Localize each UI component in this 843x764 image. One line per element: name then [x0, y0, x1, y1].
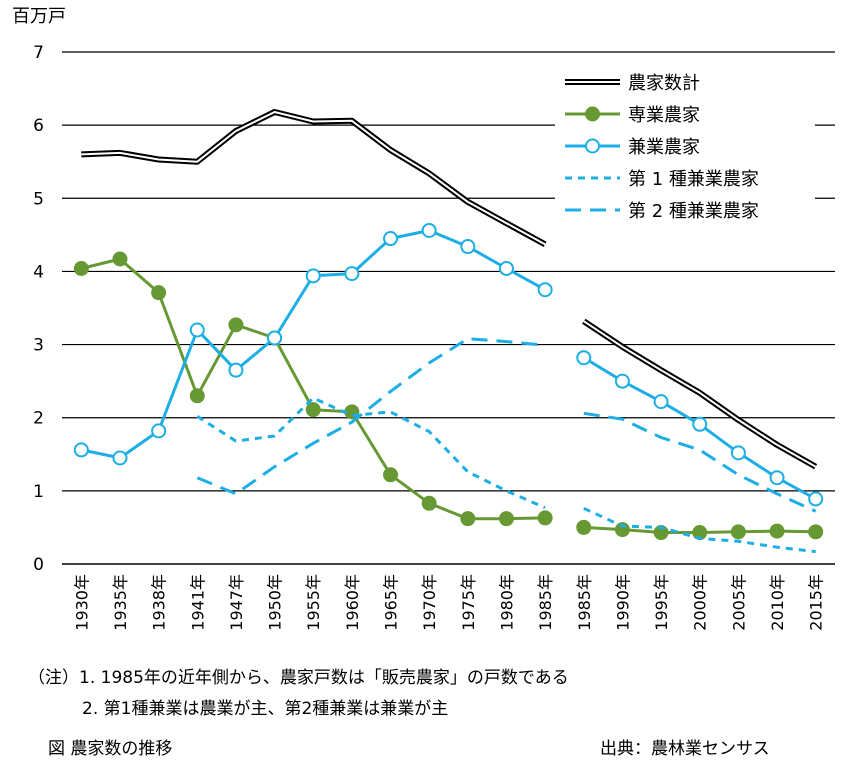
x-tick-label: 1930年 — [72, 574, 91, 631]
data-point — [305, 402, 321, 418]
data-point — [769, 523, 785, 539]
x-tick-label: 1941年 — [188, 574, 207, 631]
data-point — [383, 231, 399, 247]
footnote-2: 2. 第1種兼業は農業が主、第2種兼業は兼業が主 — [82, 699, 449, 719]
legend-label: 専業農家 — [628, 105, 700, 126]
legend-label: 農家数計 — [628, 73, 700, 94]
series-3 — [73, 222, 824, 507]
data-point — [498, 511, 514, 527]
x-tick-label: 1970年 — [420, 574, 439, 631]
data-point — [344, 266, 360, 282]
data-point — [692, 416, 708, 432]
legend-marker — [585, 138, 600, 154]
legend-item: 兼業農家 — [565, 137, 700, 158]
data-point — [730, 445, 746, 461]
data-point — [151, 285, 167, 301]
x-tick-label: 1995年 — [652, 574, 671, 631]
data-point — [614, 373, 630, 389]
series-2 — [73, 251, 824, 541]
x-tick-label: 1985年 — [575, 574, 594, 631]
x-tick-label: 2010年 — [768, 574, 787, 631]
data-point — [189, 322, 205, 338]
legend-marker — [585, 106, 600, 122]
y-tick-label: 4 — [33, 262, 44, 282]
data-point — [112, 251, 128, 267]
data-point — [460, 511, 476, 527]
figure-caption: 図 農家数の推移 — [48, 739, 173, 759]
footnote-1: （注）1. 1985年の近年側から、農家戸数は「販売農家」の戸数である — [28, 668, 569, 688]
data-point — [228, 362, 244, 378]
y-axis-ticks: 0 1 2 3 4 5 6 7 — [33, 43, 44, 575]
series-line-inner — [81, 111, 817, 468]
series-1 — [81, 109, 818, 470]
series-4 — [196, 396, 816, 554]
legend-item: 第 1 種兼業農家 — [565, 169, 759, 190]
series-5 — [196, 337, 817, 513]
data-point — [576, 519, 592, 535]
legend-label: 兼業農家 — [628, 137, 700, 158]
data-point — [460, 239, 476, 255]
x-tick-label: 1960年 — [343, 574, 362, 631]
x-tick-label: 1985年 — [536, 574, 555, 631]
x-tick-label: 1990年 — [613, 574, 632, 631]
legend-label: 第 2 種兼業農家 — [628, 201, 759, 222]
data-point — [730, 524, 746, 540]
legend-item: 農家数計 — [565, 73, 700, 94]
series-line — [196, 396, 816, 554]
x-tick-label: 1950年 — [266, 574, 285, 631]
data-point — [808, 524, 824, 540]
y-tick-label: 0 — [33, 555, 44, 575]
data-point — [421, 495, 437, 511]
series-line — [80, 229, 817, 501]
x-tick-label: 1955年 — [304, 574, 323, 631]
legend-label: 第 1 種兼業農家 — [628, 169, 759, 190]
x-tick-label: 2005年 — [729, 574, 748, 631]
y-tick-label: 2 — [33, 409, 44, 429]
x-tick-label: 1947年 — [227, 574, 246, 631]
legend-item: 専業農家 — [565, 105, 700, 126]
data-point — [305, 268, 321, 284]
x-tick-label: 1935年 — [111, 574, 130, 631]
x-tick-label: 1938年 — [150, 574, 169, 631]
y-tick-label: 6 — [33, 116, 44, 136]
legend-item: 第 2 種兼業農家 — [565, 201, 759, 222]
data-point — [537, 282, 553, 298]
data-point — [383, 467, 399, 483]
x-tick-label: 1965年 — [382, 574, 401, 631]
data-point — [421, 222, 437, 238]
x-tick-label: 2015年 — [807, 574, 826, 631]
data-point — [537, 510, 553, 526]
data-point — [228, 317, 244, 333]
y-tick-label: 1 — [33, 482, 44, 502]
data-point — [189, 388, 205, 404]
x-axis-ticks: 1930年 1935年 1938年 1941年 1947年 1950年 1955年 1960年… — [72, 574, 825, 631]
x-tick-label: 2000年 — [691, 574, 710, 631]
source-credit: 出典：農林業センサス — [600, 739, 770, 759]
data-point — [267, 330, 283, 346]
y-tick-label: 5 — [33, 189, 44, 209]
series-line — [196, 337, 817, 513]
data-point — [653, 394, 669, 410]
data-point — [769, 470, 785, 486]
data-point — [73, 442, 89, 458]
x-tick-label: 1975年 — [459, 574, 478, 631]
data-point — [576, 350, 592, 366]
y-tick-label: 7 — [33, 43, 44, 63]
data-point — [73, 261, 89, 277]
y-tick-label: 3 — [33, 336, 44, 356]
x-tick-label: 1980年 — [497, 574, 516, 631]
data-point — [112, 450, 128, 466]
y-axis-unit-label: 百万戸 — [12, 6, 66, 27]
data-point — [151, 423, 167, 439]
series-group — [73, 109, 824, 554]
data-point — [498, 261, 514, 277]
data-point — [808, 491, 824, 507]
